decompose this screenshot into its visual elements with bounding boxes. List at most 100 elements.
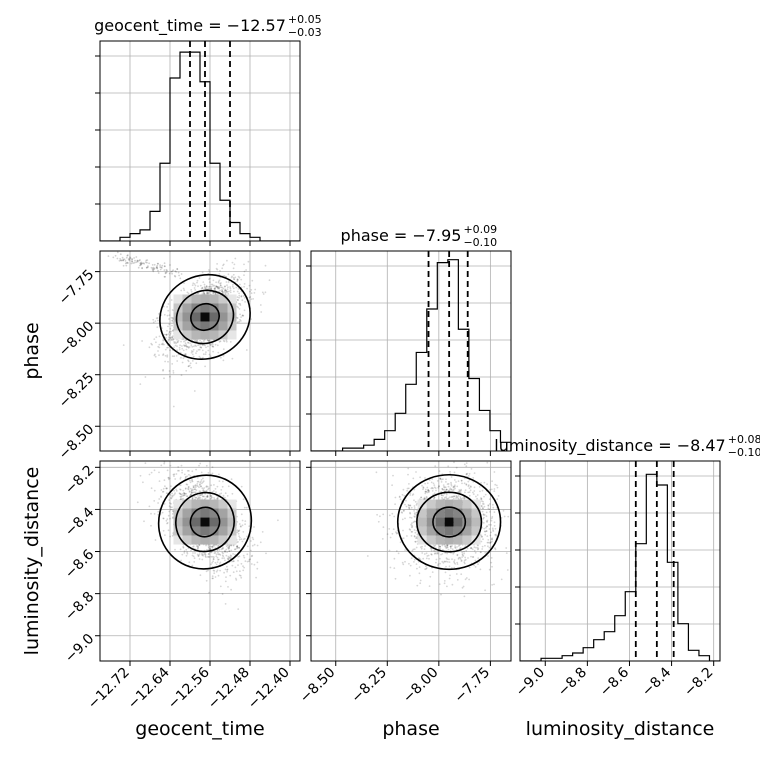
sample-point <box>464 489 467 491</box>
sample-point <box>208 281 211 283</box>
sample-point <box>168 336 170 339</box>
sample-point <box>200 346 203 349</box>
sample-point <box>202 477 204 480</box>
sample-point <box>411 524 413 527</box>
sample-point <box>154 320 157 322</box>
sample-point <box>240 320 242 322</box>
sample-point <box>481 510 484 513</box>
sample-point <box>415 471 417 473</box>
sample-point <box>411 549 414 552</box>
sample-point <box>201 349 204 352</box>
sample-point <box>461 551 464 554</box>
sample-point <box>480 540 483 543</box>
sample-point <box>236 547 238 550</box>
sample-point <box>194 344 197 347</box>
sample-point <box>161 511 164 514</box>
sample-point <box>240 576 243 579</box>
sample-point <box>187 487 190 490</box>
sample-point <box>226 259 228 262</box>
sample-point <box>215 285 218 288</box>
sample-point <box>202 495 205 498</box>
sample-point <box>156 317 159 319</box>
sample-point <box>168 318 170 320</box>
sample-point <box>481 507 484 510</box>
sample-point <box>206 339 209 342</box>
sample-point <box>186 551 189 554</box>
sample-point <box>172 405 175 408</box>
sample-point <box>210 497 213 499</box>
sample-point <box>222 555 225 558</box>
sample-point <box>216 286 219 289</box>
sample-point <box>413 548 416 550</box>
sample-point <box>226 565 228 568</box>
density-cell <box>209 294 219 304</box>
sample-point <box>480 551 482 553</box>
sample-point <box>219 554 222 556</box>
sample-point <box>217 544 220 547</box>
sample-point <box>416 584 419 587</box>
sample-point <box>232 560 235 563</box>
sample-point <box>445 459 447 461</box>
sample-point <box>216 561 219 563</box>
sample-point <box>477 563 479 566</box>
sample-point <box>443 560 446 563</box>
sample-point <box>169 327 172 330</box>
sample-point <box>391 532 394 535</box>
sample-point <box>191 350 194 353</box>
sample-point <box>169 349 171 352</box>
sample-point <box>428 557 430 560</box>
sample-point <box>256 544 259 547</box>
sample-point <box>183 552 186 554</box>
sample-point <box>209 355 212 358</box>
sample-point <box>178 492 181 495</box>
sample-point <box>199 346 202 348</box>
sample-point <box>169 332 172 335</box>
sample-point <box>119 253 122 256</box>
sample-point <box>202 281 205 283</box>
sample-point <box>194 488 196 490</box>
sample-point <box>421 552 424 554</box>
sample-point <box>189 487 192 490</box>
sample-point <box>446 545 448 548</box>
sample-point <box>245 349 248 351</box>
sample-point <box>224 289 227 292</box>
sample-point <box>195 545 198 547</box>
sample-point <box>198 355 201 358</box>
sample-point <box>179 493 182 495</box>
sample-point <box>446 558 449 561</box>
sample-point <box>211 345 214 348</box>
sample-point <box>156 267 159 270</box>
sample-point <box>170 485 172 488</box>
sample-point <box>191 489 193 492</box>
sample-point <box>218 279 221 282</box>
sample-point <box>152 269 155 271</box>
sample-point <box>227 558 230 561</box>
sample-point <box>196 279 199 282</box>
sample-point <box>248 300 251 302</box>
sample-point <box>228 550 231 553</box>
sample-point <box>413 488 416 491</box>
sample-point <box>139 383 142 385</box>
sample-point <box>162 342 164 345</box>
sample-point <box>422 557 425 560</box>
sample-point <box>164 354 167 357</box>
sample-point <box>412 548 415 551</box>
sample-point <box>185 369 188 372</box>
sample-point <box>494 483 497 486</box>
sample-point <box>130 262 133 265</box>
sample-point <box>218 549 221 551</box>
sample-point <box>206 494 209 497</box>
sample-point <box>413 561 415 563</box>
sample-point <box>416 567 418 570</box>
sample-point <box>139 262 142 265</box>
sample-point <box>428 585 431 587</box>
sample-point <box>455 494 458 497</box>
sample-point <box>222 552 225 555</box>
sample-point <box>460 560 463 562</box>
sample-point <box>221 291 224 294</box>
sample-point <box>446 483 449 485</box>
sample-point <box>491 480 493 483</box>
sample-point <box>188 473 190 476</box>
sample-point <box>159 268 162 271</box>
sample-point <box>413 516 416 518</box>
